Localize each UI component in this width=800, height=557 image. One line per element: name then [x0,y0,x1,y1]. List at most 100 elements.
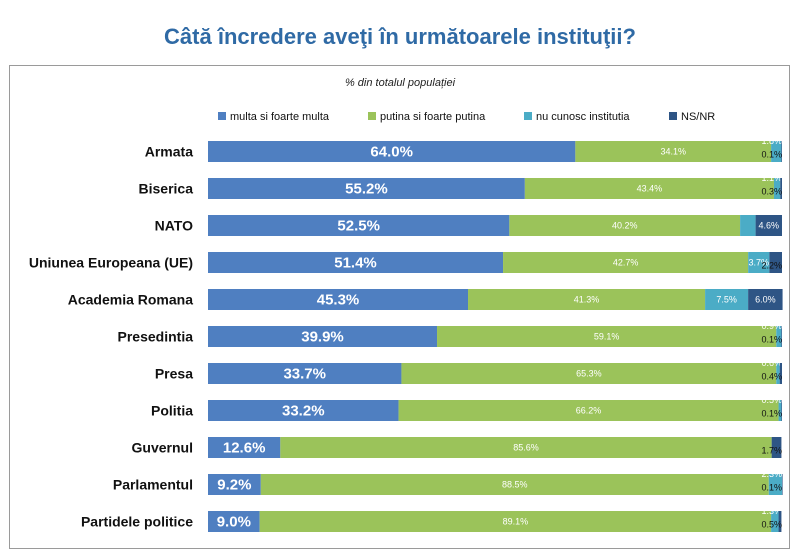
bar-segment [705,289,749,310]
bar-segment [781,400,782,421]
data-label: 40.2% [612,221,638,231]
legend-label: NS/NR [681,111,715,123]
category-label: Presedintia [118,329,194,345]
bar-segment [755,215,782,236]
category-label: Uniunea Europeana (UE) [29,255,193,271]
data-label: 66.2% [576,406,602,416]
bar-segment [771,141,782,162]
data-label: 12.6% [223,440,266,457]
bar-segment [768,474,782,495]
data-label: 59.1% [594,332,620,342]
data-label: 3.7% [748,258,769,268]
data-label: 2.2% [761,261,782,271]
legend-label: nu cunosc institutia [536,111,630,123]
bar-segment [437,326,777,347]
category-label: Politia [151,403,193,419]
bar-segment [208,141,576,162]
bar-segment [748,289,783,310]
data-label: 85.6% [513,443,539,453]
data-label: 65.3% [576,369,602,379]
bar-segment [575,141,772,162]
bar-segment [208,511,260,532]
data-label: 51.4% [334,255,377,272]
data-label: 0.1% [761,409,782,419]
category-label: Armata [145,144,193,160]
data-label: 39.9% [301,329,344,346]
data-label: 43.4% [637,184,663,194]
legend-label: multa si foarte multa [230,111,330,123]
bar-segment [260,474,769,495]
data-label: 64.0% [370,144,413,161]
category-label: Presa [155,366,193,382]
data-label: 89.1% [503,517,529,527]
bar-segment [280,437,772,458]
data-label: 1.1% [761,173,782,183]
bar-segment [740,215,756,236]
data-label: 88.5% [502,480,528,490]
chart-subtitle: % din totalul populației [344,77,456,89]
legend-swatch [524,112,532,120]
data-label: 55.2% [345,181,388,198]
data-label: 0.3% [761,187,782,197]
data-label: 1.8% [761,136,782,146]
data-label: 33.2% [282,403,325,420]
data-label: 0.9% [761,321,782,331]
data-label: 6.0% [755,295,776,305]
bar-segment [779,363,782,384]
bar-segment [769,252,782,273]
data-label: 4.6% [759,221,780,231]
bar-segment [509,215,741,236]
bar-segment [401,363,777,384]
category-label: Academia Romana [68,292,193,308]
bar-segment [771,437,782,458]
data-label: 33.7% [283,366,326,383]
chart-title: Câtă încredere aveţi în următoarele inst… [164,24,636,49]
bar-segment [773,178,781,199]
bar-segment [208,400,399,421]
category-label: Partidele politice [81,514,193,530]
data-label: 0.1% [761,483,782,493]
data-label: 45.3% [317,292,360,309]
legend-swatch [368,112,376,120]
bar-segment [780,178,782,199]
chart-frame [9,65,790,549]
data-label: 0.6% [761,358,782,368]
data-label: 2.3% [761,469,782,479]
bar-segment [781,326,782,347]
bar-segment [208,326,438,347]
bar-segment [398,400,779,421]
bar-segment [208,437,281,458]
bar-segment [778,511,782,532]
bar-segment [776,363,780,384]
category-label: Parlamentul [113,477,193,493]
data-label: 0.5% [761,395,782,405]
category-label: Biserica [139,181,194,197]
bar-segment [208,474,261,495]
data-label: 9.0% [217,514,251,531]
bar-segment [259,511,772,532]
data-label: 42.7% [613,258,639,268]
bar-segment [208,178,525,199]
category-label: Guvernul [132,440,193,456]
bar-segment [503,252,749,273]
data-label: 9.2% [217,477,251,494]
legend-swatch [669,112,677,120]
legend-swatch [218,112,226,120]
bar-segment [208,363,402,384]
data-label: 41.3% [574,295,600,305]
data-label: 34.1% [660,147,686,157]
bar-segment [208,289,469,310]
bar-segment [748,252,770,273]
data-label: 0.4% [761,372,782,382]
bar-segment [468,289,706,310]
bar-segment [208,252,504,273]
bar-segment [776,326,782,347]
bar-segment [208,215,510,236]
bar-segment [782,474,783,495]
legend-label: putina si foarte putina [380,111,486,123]
bar-segment [771,511,779,532]
data-label: 0.1% [761,150,782,160]
data-label: 1.7% [761,446,782,456]
category-label: NATO [155,218,193,234]
bar-segment [778,400,782,421]
